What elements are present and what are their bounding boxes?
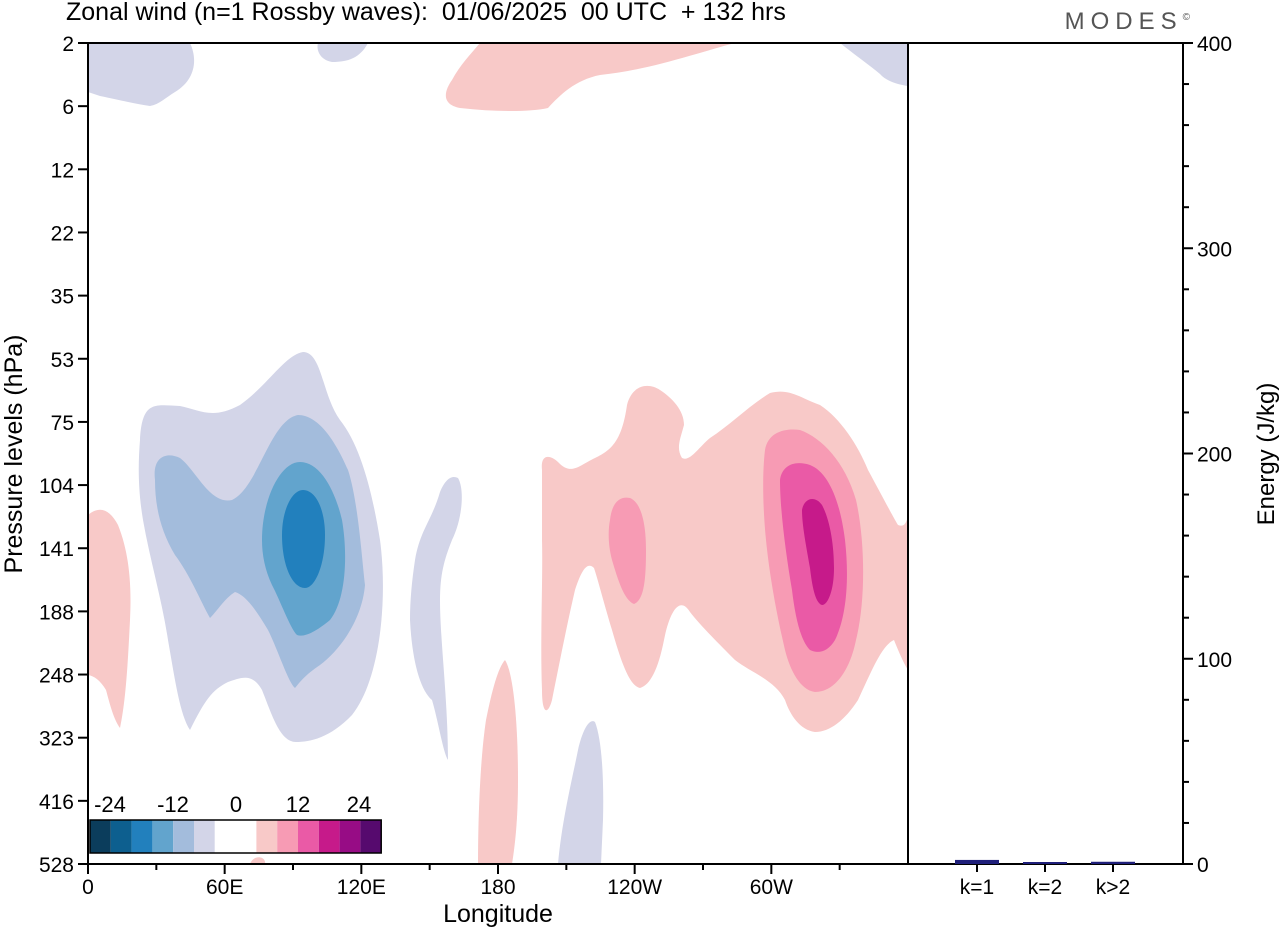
colorbar-label: 0 — [230, 792, 242, 817]
energy-category-label: k=1 — [960, 876, 994, 899]
x-tick-label: 180 — [480, 876, 515, 899]
colorbar-label: -24 — [94, 792, 126, 817]
energy-tick-label: 300 — [1197, 238, 1232, 261]
colorbar-swatch — [131, 820, 153, 853]
y-tick-label: 12 — [51, 159, 74, 182]
energy-tick-label: 200 — [1197, 444, 1232, 467]
x-axis: 0 60E 120E 180 120W 60W — [82, 864, 841, 899]
y-tick-label: 2 — [62, 33, 74, 56]
y-tick-label: 104 — [39, 475, 74, 498]
energy-axis-title: Energy (J/kg) — [1253, 383, 1280, 526]
colorbar-swatch — [256, 820, 278, 853]
energy-bar — [955, 859, 999, 864]
y-tick-label: 22 — [51, 222, 74, 245]
contour-neg-col-180 — [410, 476, 462, 760]
contour-pos-bottom-60e — [250, 857, 266, 864]
x-tick-label: 60W — [750, 876, 793, 899]
energy-category-label: k>2 — [1096, 876, 1130, 899]
colorbar-swatch — [339, 820, 361, 853]
energy-bar — [1091, 861, 1135, 864]
y-tick-label: 6 — [62, 96, 74, 119]
contour-pos-col-180 — [478, 660, 518, 864]
y-tick-label: 75 — [51, 412, 74, 435]
modes-logo: MODES© — [1065, 8, 1190, 36]
y-axis-title: Pressure levels (hPa) — [0, 335, 28, 574]
y-tick-label: 188 — [39, 601, 74, 624]
energy-tick-label: 400 — [1197, 33, 1232, 56]
colorbar-swatch — [110, 820, 132, 853]
contour-pos-left-edge — [88, 509, 131, 728]
contour-neg-bottom-120w — [558, 721, 604, 864]
y-tick-label: 35 — [51, 286, 74, 309]
colorbar-swatch — [173, 820, 194, 853]
colorbar-swatch — [152, 820, 174, 853]
contour-field — [88, 43, 908, 864]
contour-neg-top-left — [88, 43, 195, 106]
brand-mark: © — [1182, 12, 1190, 23]
y-tick-label: 323 — [39, 728, 74, 751]
x-tick-label: 120E — [337, 876, 386, 899]
contour-pos-main-6 — [608, 497, 646, 604]
chart-title: Zonal wind (n=1 Rossby waves): 01/06/202… — [66, 0, 786, 26]
contour-pos-east-18 — [802, 498, 834, 605]
brand-text: MODES — [1064, 8, 1183, 35]
contour-neg-top-right — [840, 43, 908, 86]
x-tick-label: 120W — [607, 876, 662, 899]
contour-neg-main-18 — [282, 490, 325, 588]
colorbar-label: -12 — [157, 792, 189, 817]
x-axis-title: Longitude — [443, 900, 553, 928]
y-tick-label: 416 — [39, 791, 74, 814]
colorbar-swatch — [194, 820, 215, 853]
colorbar-swatch — [214, 820, 236, 853]
energy-tick-label: 0 — [1197, 854, 1209, 877]
colorbar-label: 12 — [286, 792, 310, 817]
colorbar-swatch — [277, 820, 298, 853]
x-tick-label: 0 — [82, 876, 94, 899]
colorbar-border — [89, 819, 382, 854]
x-tick-label: 60E — [206, 876, 243, 899]
energy-tick-label: 100 — [1197, 649, 1232, 672]
colorbar-swatch — [235, 820, 257, 853]
y-axis: 2 6 12 22 35 53 75 104 141 188 248 323 416 528 — [39, 33, 88, 877]
colorbar-swatch — [298, 820, 319, 853]
y-tick-label: 528 — [39, 854, 74, 877]
colorbar-swatch — [318, 820, 340, 853]
colorbar-swatch — [360, 820, 382, 853]
y-tick-label: 53 — [51, 349, 74, 372]
colorbar-label: 24 — [347, 792, 371, 817]
energy-panel: 0 100 200 300 400 k=1 k=2 k>2 — [908, 33, 1232, 899]
contour-neg-top-small — [317, 43, 368, 62]
colorbar: -24 -12 0 12 24 — [89, 792, 382, 854]
y-tick-label: 141 — [39, 538, 74, 561]
contour-pos-top — [445, 43, 735, 111]
energy-bar — [1023, 862, 1067, 864]
energy-category-label: k=2 — [1028, 876, 1062, 899]
y-tick-label: 248 — [39, 665, 74, 688]
colorbar-swatch — [90, 820, 111, 853]
